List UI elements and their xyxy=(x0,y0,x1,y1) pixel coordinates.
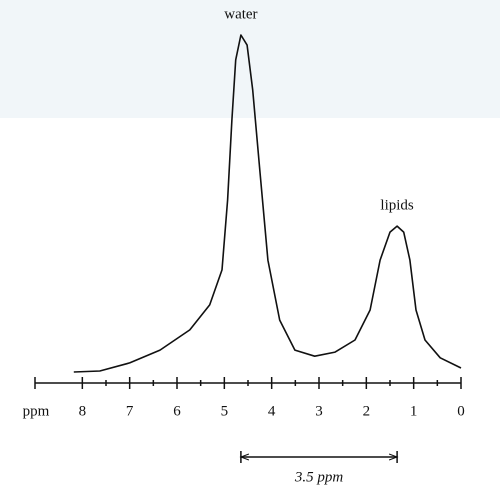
peak-label: lipids xyxy=(380,198,414,214)
x-tick-label: 7 xyxy=(126,403,134,419)
shift-label: 3.5 ppm xyxy=(294,469,344,485)
x-tick-label: 0 xyxy=(457,403,465,419)
arrow-head xyxy=(239,453,250,461)
x-tick-label: 8 xyxy=(79,403,87,419)
arrow-head xyxy=(388,453,399,461)
spectrum-line xyxy=(73,34,462,373)
x-tick-label: 6 xyxy=(173,403,181,419)
background-bleed xyxy=(0,0,500,118)
x-tick-label: 2 xyxy=(363,403,371,419)
x-tick-label: 4 xyxy=(268,403,276,419)
x-axis-label: ppm xyxy=(23,403,50,419)
x-tick-label: 5 xyxy=(221,403,229,419)
x-tick-label: 1 xyxy=(410,403,418,419)
peak-label: water xyxy=(224,6,257,22)
x-tick-label: 3 xyxy=(315,403,323,419)
